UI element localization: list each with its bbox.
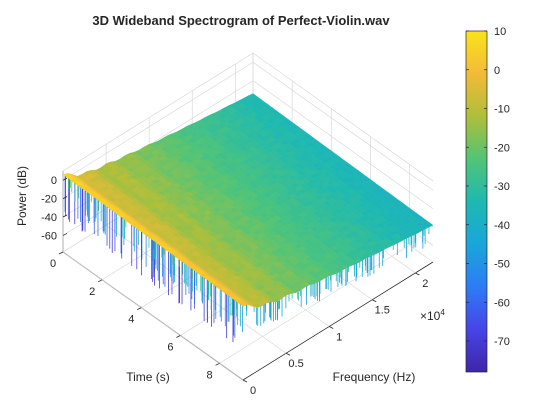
frequency-tick-label: 1.5 (375, 305, 390, 317)
colorbar-tick-label: -20 (494, 142, 510, 154)
time-axis-label: Time (s) (126, 370, 170, 384)
time-tick-label: 4 (128, 314, 134, 326)
frequency-axis-label: Frequency (Hz) (333, 370, 416, 384)
frequency-tick-label: 0 (250, 385, 256, 397)
power-tick-label: 0 (51, 175, 57, 187)
frequency-exponent-base: ×10 (420, 309, 441, 323)
frequency-axis: 0 0.5 1 1.5 2 (242, 272, 428, 397)
colorbar-tick-label: -60 (494, 297, 510, 309)
time-tick-label: 2 (89, 286, 95, 298)
colorbar-tick-label: -50 (494, 259, 510, 271)
colorbar (465, 30, 488, 373)
power-tick-label: -20 (41, 194, 57, 206)
frequency-exponent: ×104 (420, 308, 445, 323)
frequency-tick-label: 1 (336, 331, 342, 343)
spectrogram-surface (62, 93, 434, 309)
noise-spikes (64, 176, 430, 343)
chart-title: 3D Wideband Spectrogram of Perfect-Violi… (92, 13, 390, 28)
frequency-exponent-power: 4 (440, 308, 445, 317)
colorbar-tick-label: -10 (494, 104, 510, 116)
colorbar-ticks: 10 0 -10 -20 -30 -40 -50 -60 -70 (466, 26, 510, 348)
frequency-tick-label: 2 (422, 278, 428, 290)
power-axis-label: Power (dB) (15, 166, 29, 226)
colorbar-tick-label: -70 (494, 336, 510, 348)
colorbar-tick-label: -40 (494, 220, 510, 232)
time-tick-label: 0 (50, 258, 56, 270)
power-axis: 0 -20 -40 -60 (41, 175, 68, 242)
power-tick-label: -40 (41, 212, 57, 224)
colorbar-tick-label: -30 (494, 181, 510, 193)
colorbar-tick-label: 0 (494, 65, 500, 77)
time-tick-label: 6 (167, 341, 173, 353)
time-axis: 0 2 4 6 8 (50, 251, 220, 381)
power-tick-label: -60 (41, 230, 57, 242)
frequency-tick-label: 0.5 (288, 358, 303, 370)
time-tick-label: 8 (206, 369, 212, 381)
colorbar-tick-label: 10 (494, 26, 506, 38)
